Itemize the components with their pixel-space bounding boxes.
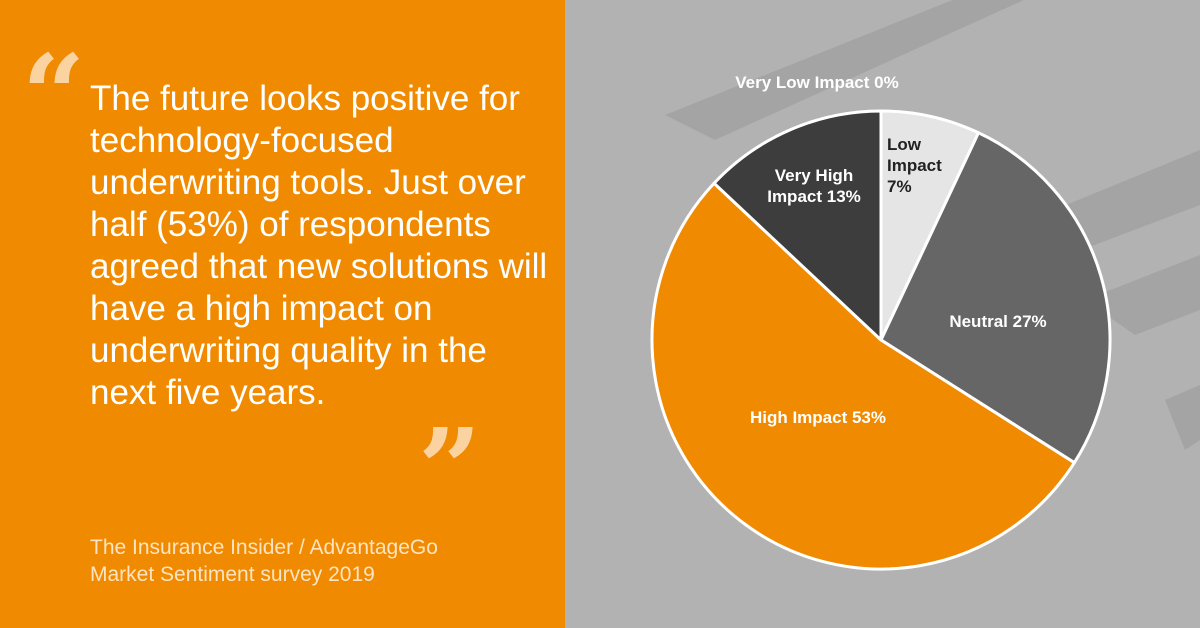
slice-label-neutral: Neutral 27% <box>949 312 1046 331</box>
slice-label-very-high-impact: Very High Impact 13% <box>767 166 861 206</box>
slice-label-high-impact: High Impact 53% <box>750 408 886 427</box>
background-stripe <box>1085 255 1200 335</box>
pie-slice-very-high-impact <box>712 109 883 342</box>
source-line-1: The Insurance Insider / AdvantageGo <box>90 536 438 559</box>
source-line-2: Market Sentiment survey 2019 <box>90 563 375 586</box>
pie-slices <box>650 109 1112 571</box>
pie-labels: Very Low Impact 0% Low Impact 7% Neutral 27%… <box>735 73 1046 427</box>
close-quote-mark: ” <box>418 404 482 533</box>
slice-label-low-impact: Low Impact 7% <box>887 135 942 196</box>
chart-panel: Very Low Impact 0% Low Impact 7% Neutral 27%… <box>565 0 1200 628</box>
background-stripe <box>665 0 1024 140</box>
pie-chart: Very Low Impact 0% Low Impact 7% Neutral 27%… <box>650 0 1200 571</box>
background-stripe <box>1165 385 1200 450</box>
open-quote-mark: “ <box>22 30 86 159</box>
pie-slice-high-impact <box>650 181 1076 571</box>
quote-panel: “ The future looks positive for technolo… <box>0 0 565 628</box>
source-citation: The Insurance Insider / AdvantageGo Mark… <box>90 534 560 588</box>
pie-slice-neutral <box>879 131 1112 465</box>
slice-label-very-low-impact: Very Low Impact 0% <box>735 73 898 92</box>
quote-text: The future looks positive for technology… <box>90 79 548 412</box>
